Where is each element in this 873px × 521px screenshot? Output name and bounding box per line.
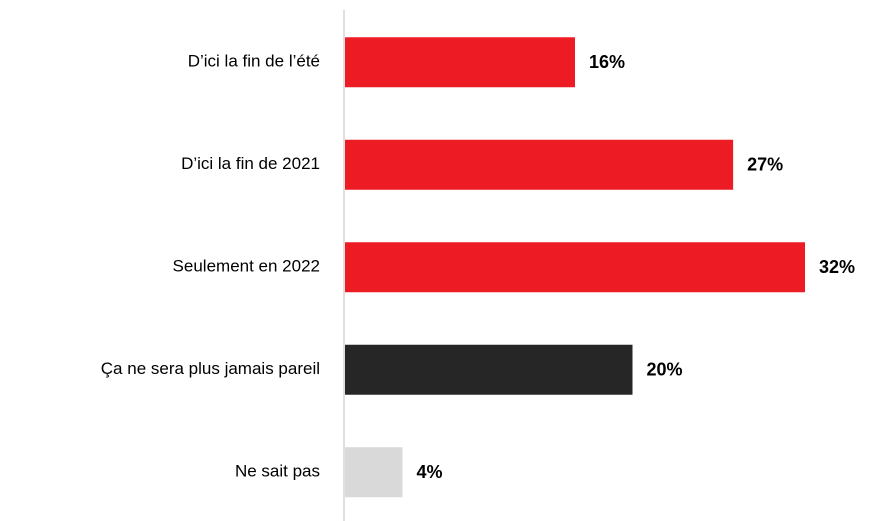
bar	[345, 139, 734, 190]
bar	[345, 447, 403, 498]
value-label: 32%	[819, 257, 855, 277]
category-label: Ça ne sera plus jamais pareil	[101, 359, 320, 378]
category-label: Seulement en 2022	[173, 257, 320, 276]
bar	[345, 242, 805, 293]
bar	[345, 37, 575, 88]
category-label: D’ici la fin de l’été	[188, 52, 320, 71]
bar	[345, 344, 633, 395]
category-label: Ne sait pas	[235, 462, 320, 481]
category-label: D’ici la fin de 2021	[181, 154, 320, 173]
value-label: 16%	[589, 52, 625, 72]
value-label: 27%	[747, 155, 783, 175]
value-label: 4%	[417, 462, 443, 482]
value-label: 20%	[647, 360, 683, 380]
